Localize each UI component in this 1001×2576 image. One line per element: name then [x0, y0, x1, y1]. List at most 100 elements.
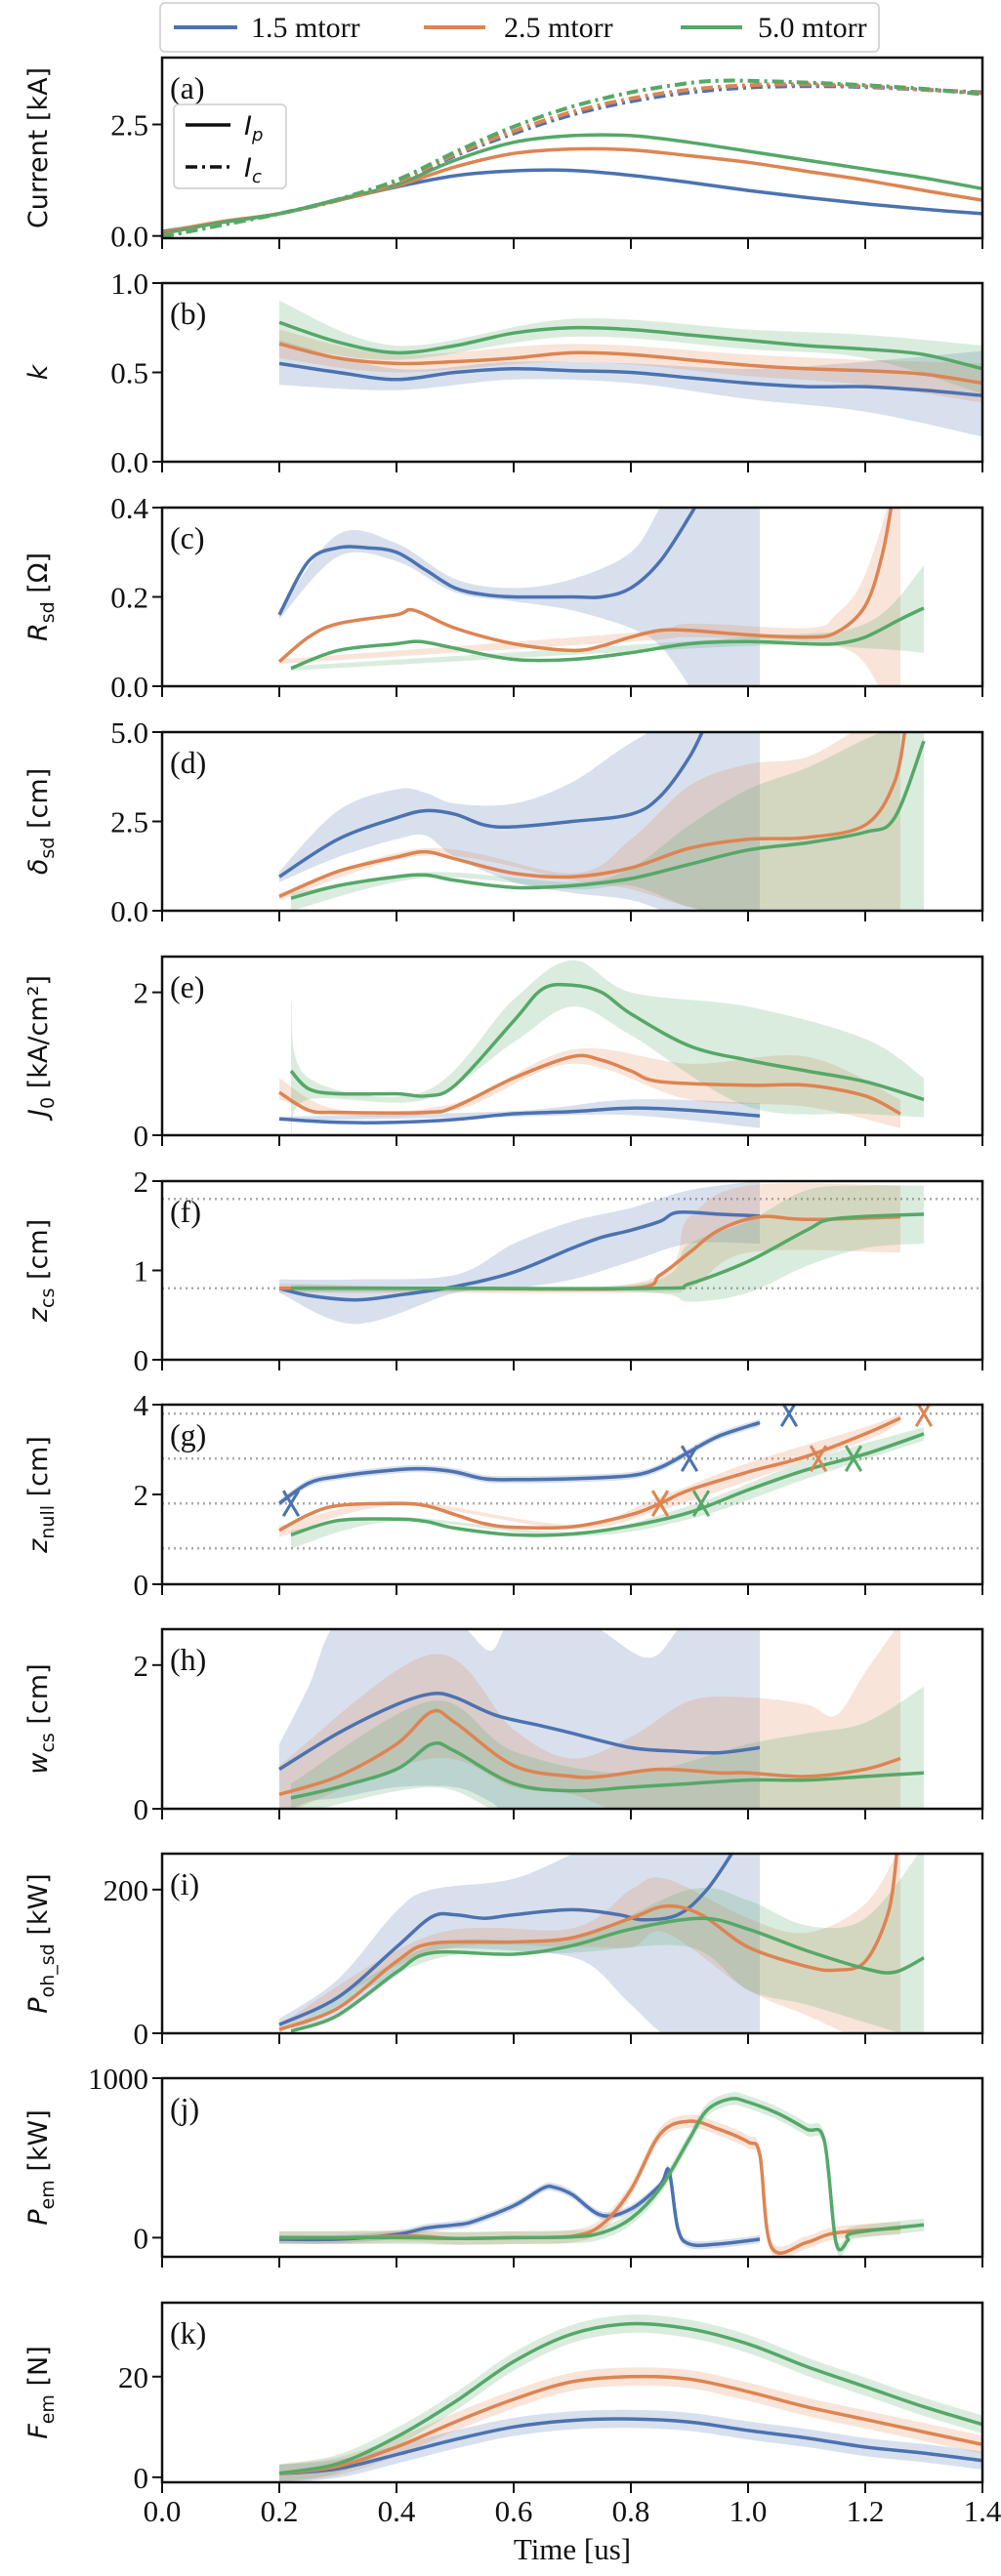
plot-area — [278, 1854, 925, 2033]
line-style-subscript: c — [252, 167, 262, 187]
uncertainty-band-1.5-mtorr — [279, 1418, 760, 1507]
y-label-subscript: em — [37, 2180, 59, 2209]
y-axis-label: wcs [cm] — [23, 1663, 59, 1774]
y-label-unit: [cm] — [23, 1219, 54, 1288]
uncertainty-band-2.5-mtorr — [279, 1183, 900, 1293]
y-tick-label: 0 — [134, 1343, 149, 1377]
series-line-2.5-mtorr — [278, 1708, 901, 1796]
series-line-2.5-mtorr — [278, 732, 907, 899]
y-label-unit: [N] — [23, 2346, 54, 2394]
line-style-subscript: p — [251, 125, 263, 145]
y-axis-label: Rsd [Ω] — [23, 552, 59, 641]
uncertainty-band-5.0-mtorr — [291, 1185, 924, 1302]
uncertainty-band-2.5-mtorr — [279, 329, 982, 403]
panel-c: 0.0 0.2 0.4 (c) Rsd [Ω] — [23, 491, 984, 704]
y-tick-label: 5.0 — [110, 716, 148, 750]
y-label-symbol: P — [23, 1997, 54, 2014]
panel-label: (c) — [170, 520, 205, 555]
panel-label: (e) — [170, 969, 205, 1004]
x-tick-label: 0.4 — [378, 2494, 416, 2528]
y-tick-label: 0.0 — [110, 894, 148, 928]
y-label-subscript: em — [37, 2394, 59, 2424]
panel-label: (i) — [170, 1866, 199, 1901]
axes-frame — [160, 1627, 984, 1811]
y-label-subscript: cs — [37, 1288, 59, 1308]
uncertainty-band-2.5-mtorr — [279, 732, 900, 911]
panel-f: 0 1 2 (f) zcs [cm] — [23, 1165, 984, 1377]
uncertainty-band-2.5-mtorr — [279, 2367, 982, 2482]
uncertainty-band-5.0-mtorr — [291, 960, 924, 1135]
x-tick-label: 1.2 — [847, 2494, 885, 2528]
series-line-1.5-mtorr — [278, 1692, 761, 1771]
series-line-2.5-mtorr — [277, 508, 894, 664]
x-marker — [650, 1490, 670, 1517]
y-label-symbol: w — [23, 1752, 54, 1775]
line-style-symbol: I — [244, 111, 252, 142]
y-tick-label: 2.5 — [110, 805, 148, 839]
x-marker — [680, 1445, 699, 1472]
y-label-symbol: Current [kA] — [23, 67, 54, 228]
series-line-1.5-mtorr — [278, 361, 982, 398]
series-line-5.0-mtorr — [290, 1432, 925, 1537]
x-tick-label: 1.0 — [730, 2494, 768, 2528]
y-tick-label: 0 — [134, 2221, 149, 2255]
series-line-2.5-mtorr — [278, 1416, 901, 1533]
y-tick-label: 0 — [134, 1119, 149, 1153]
y-label-unit: [Ω] — [23, 552, 54, 601]
y-label-subscript: oh_sd — [37, 1943, 59, 1997]
panel-label: (d) — [170, 745, 206, 780]
axes-frame — [160, 2301, 984, 2484]
plot-area — [278, 1629, 925, 1809]
panel-d: 0.0 2.5 5.0 (d) δsd [cm] — [23, 716, 984, 928]
y-tick-label: 0 — [134, 2017, 149, 2051]
y-tick-label: 1 — [134, 1254, 149, 1288]
y-tick-label: 2 — [134, 1478, 149, 1512]
series-line-5.0-mtorr — [278, 2321, 982, 2475]
panel-h: 0 2 (h) wcs [cm] — [23, 1627, 984, 1826]
series-line-1.5-mtorr — [278, 1854, 734, 2026]
line-style-label: Ip — [244, 111, 263, 145]
series-line-1.5-mtorr — [278, 2167, 761, 2248]
y-axis-label: znull [cm] — [23, 1436, 59, 1554]
panel-e: 02 (e)J0 [kA/cm²] — [23, 955, 984, 1153]
uncertainty-band-2.5-mtorr — [279, 2114, 900, 2257]
y-tick-label: 0 — [134, 2461, 149, 2495]
panel-label: (b) — [170, 296, 206, 331]
series-line-2.5-mtorr — [278, 1053, 901, 1116]
y-axis-label: δsd [cm] — [23, 768, 59, 875]
y-label-subscript: sd — [37, 838, 59, 859]
y-label-symbol: J — [23, 1109, 54, 1122]
series-line-5.0-mtorr — [290, 606, 925, 671]
y-tick-label: 1000 — [88, 2062, 148, 2096]
x-marker — [844, 1445, 863, 1472]
y-axis-label: Poh_sd [kW] — [23, 1873, 59, 2013]
panel-label: (f) — [170, 1194, 201, 1229]
uncertainty-band-2.5-mtorr — [279, 1047, 900, 1128]
uncertainty-band-1.5-mtorr — [279, 340, 982, 437]
y-tick-label: 0.0 — [110, 220, 148, 254]
y-label-unit: [cm] — [23, 768, 54, 838]
y-label-symbol: P — [23, 2209, 54, 2226]
line-style-symbol: I — [244, 153, 252, 184]
y-axis-label: Current [kA] — [23, 67, 54, 228]
y-label-symbol: z — [23, 1538, 54, 1554]
uncertainty-band-2.5-mtorr — [279, 1854, 900, 2033]
y-label-symbol: F — [23, 2424, 54, 2439]
y-tick-label: 20 — [118, 2360, 148, 2394]
y-tick-label: 0.2 — [110, 581, 148, 615]
plot-area — [162, 1405, 982, 1550]
y-label-subscript: 0 — [37, 1097, 59, 1109]
series-line-5.0-mtorr — [291, 1212, 925, 1290]
uncertainty-band-5.0-mtorr — [291, 732, 924, 911]
series-line-1.5-mtorr — [278, 732, 704, 879]
legend-label-1.5: 1.5 mtorr — [251, 12, 360, 44]
y-axis-label: Pem [kW] — [23, 2109, 59, 2225]
y-tick-label: 2 — [134, 1649, 149, 1683]
panel-b: 0.0 0.5 1.0 (b) k — [23, 266, 984, 479]
legend-label-2.5: 2.5 mtorr — [504, 12, 613, 44]
x-axis-label: Time [us] — [514, 2532, 631, 2566]
panel-label: (k) — [170, 2315, 206, 2351]
y-tick-label: 0.5 — [110, 356, 148, 390]
